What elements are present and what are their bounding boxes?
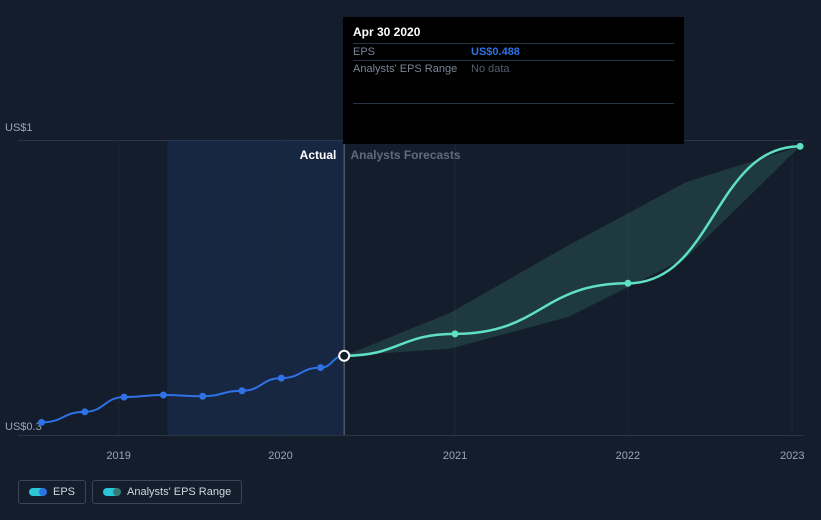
x-axis-label: 2019 — [106, 450, 130, 462]
tooltip-divider — [353, 103, 674, 104]
legend-label: Analysts' EPS Range — [127, 486, 231, 498]
legend-swatch-icon — [29, 488, 45, 496]
x-axis-label: 2020 — [268, 450, 292, 462]
chart-tooltip: Apr 30 2020 EPS US$0.488 Analysts' EPS R… — [343, 17, 684, 144]
tooltip-row-range: Analysts' EPS Range No data — [353, 60, 674, 77]
x-axis-label: 2021 — [443, 450, 467, 462]
legend-item-range[interactable]: Analysts' EPS Range — [92, 480, 242, 504]
legend-label: EPS — [53, 486, 75, 498]
tooltip-key: EPS — [353, 46, 471, 58]
chart-legend: EPS Analysts' EPS Range — [18, 480, 242, 504]
tooltip-date: Apr 30 2020 — [353, 25, 674, 43]
legend-swatch-icon — [103, 488, 119, 496]
section-label-actual: Actual — [300, 148, 337, 162]
tooltip-row-eps: EPS US$0.488 — [353, 43, 674, 60]
tooltip-value: No data — [471, 63, 510, 75]
x-axis-label: 2022 — [616, 450, 640, 462]
x-axis-label: 2023 — [780, 450, 804, 462]
tooltip-key: Analysts' EPS Range — [353, 63, 471, 75]
y-axis-label-top: US$1 — [5, 122, 33, 134]
tooltip-value: US$0.488 — [471, 46, 520, 58]
gridline-bottom — [18, 435, 804, 436]
legend-item-eps[interactable]: EPS — [18, 480, 86, 504]
chart-svg — [18, 140, 804, 435]
eps-chart[interactable]: Actual Analysts Forecasts 2019 2020 2021… — [18, 140, 804, 435]
section-label-forecast: Analysts Forecasts — [350, 148, 460, 162]
